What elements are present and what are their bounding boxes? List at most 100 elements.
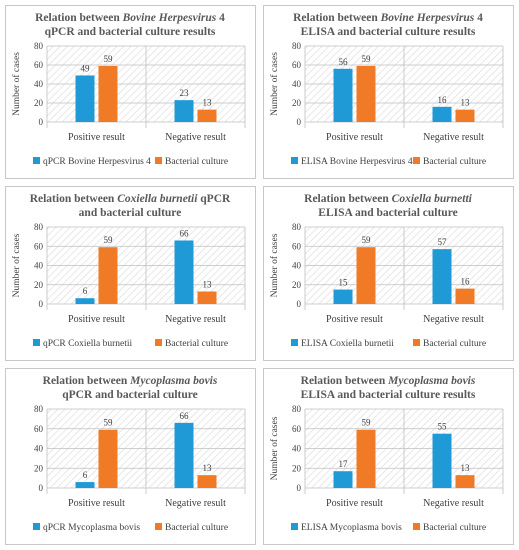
chart-title-line: Relation between Coxiella burnetii qPCR bbox=[30, 193, 231, 205]
x-category-label: Negative result bbox=[165, 498, 226, 509]
data-label: 16 bbox=[438, 95, 448, 105]
chart-panel-6: Relation between Mycoplasma bovis ELISA a… bbox=[263, 368, 514, 545]
bar-test bbox=[75, 482, 95, 488]
data-label: 59 bbox=[104, 54, 114, 64]
data-label: 13 bbox=[203, 463, 213, 473]
y-tick-label: 80 bbox=[292, 404, 302, 414]
bar-test bbox=[75, 298, 95, 304]
bar-test bbox=[432, 106, 452, 122]
bar-test bbox=[432, 433, 452, 488]
y-tick-label: 40 bbox=[292, 444, 302, 454]
bar-test bbox=[432, 249, 452, 304]
data-label: 17 bbox=[339, 459, 349, 469]
legend-entry: ELISA Bovine Herpesvirus 4 bbox=[301, 157, 413, 167]
legend-entry: Bacterial culture bbox=[423, 339, 486, 349]
legend-swatch bbox=[155, 157, 162, 164]
legend-swatch bbox=[33, 339, 40, 346]
data-label: 16 bbox=[461, 277, 471, 287]
chart-panel-5: Relation between Mycoplasma bovis qPCR an… bbox=[5, 368, 256, 545]
bar-culture bbox=[98, 247, 118, 304]
data-label: 59 bbox=[362, 54, 372, 64]
chart-title-line: ELISA and bacterial culture bbox=[318, 207, 457, 219]
data-label: 66 bbox=[180, 411, 190, 421]
y-tick-label: 20 bbox=[34, 98, 44, 108]
chart-title-line: qPCR and bacterial culture bbox=[62, 389, 198, 401]
data-label: 13 bbox=[461, 463, 471, 473]
y-tick-label: 20 bbox=[292, 98, 302, 108]
data-label: 6 bbox=[83, 286, 88, 296]
data-label: 56 bbox=[339, 57, 349, 67]
bar-culture bbox=[455, 475, 475, 488]
y-tick-label: 40 bbox=[34, 79, 44, 89]
data-label: 6 bbox=[83, 470, 88, 480]
bar-culture bbox=[356, 247, 376, 304]
legend-swatch bbox=[155, 339, 162, 346]
y-tick-label: 40 bbox=[292, 79, 302, 89]
y-tick-label: 0 bbox=[39, 483, 44, 493]
legend-swatch bbox=[33, 523, 40, 530]
bar-culture bbox=[98, 429, 118, 488]
legend-entry: qPCR Bovine Herpesvirus 4 bbox=[43, 157, 151, 167]
chart-title-line: Relation between Mycoplasma bovis bbox=[43, 375, 218, 387]
y-tick-label: 80 bbox=[34, 222, 44, 232]
data-label: 59 bbox=[362, 235, 372, 245]
x-category-label: Negative result bbox=[423, 132, 484, 143]
x-category-label: Positive result bbox=[326, 498, 383, 509]
y-tick-label: 20 bbox=[292, 463, 302, 473]
legend-entry: Bacterial culture bbox=[165, 157, 228, 167]
y-tick-label: 60 bbox=[34, 424, 44, 434]
y-tick-label: 60 bbox=[292, 241, 302, 251]
y-tick-label: 0 bbox=[39, 117, 44, 127]
y-tick-label: 20 bbox=[34, 280, 44, 290]
x-category-label: Positive result bbox=[68, 314, 125, 325]
legend-entry: qPCR Coxiella burnetii bbox=[43, 339, 133, 349]
legend-swatch bbox=[155, 523, 162, 530]
chart-panel-4: Relation between Coxiella burnetti ELISA … bbox=[263, 186, 514, 361]
bar-test bbox=[333, 471, 353, 488]
bar-culture bbox=[197, 109, 217, 122]
chart-title-line: Relation between Coxiella burnetti bbox=[304, 193, 473, 205]
chart-panel-3: Relation between Coxiella burnetii qPCR a… bbox=[5, 186, 256, 361]
y-tick-label: 80 bbox=[292, 222, 302, 232]
bar-culture bbox=[98, 65, 118, 122]
legend-swatch bbox=[413, 523, 420, 530]
y-tick-label: 40 bbox=[34, 444, 44, 454]
bar-test bbox=[174, 100, 194, 122]
data-label: 13 bbox=[203, 279, 213, 289]
chart-panel-1: Relation between Bovine Herpesvirus 4 qPC… bbox=[5, 5, 256, 179]
y-tick-label: 20 bbox=[292, 280, 302, 290]
data-label: 55 bbox=[438, 422, 448, 432]
data-label: 66 bbox=[180, 228, 190, 238]
legend-entry: Bacterial culture bbox=[423, 523, 486, 533]
bar-culture bbox=[455, 109, 475, 122]
data-label: 59 bbox=[104, 235, 114, 245]
data-label: 59 bbox=[362, 418, 372, 428]
bar-culture bbox=[197, 291, 217, 304]
chart-title-line: Relation between Bovine Herpesvirus 4 bbox=[35, 12, 225, 24]
y-tick-label: 0 bbox=[39, 299, 44, 309]
legend-entry: Bacterial culture bbox=[165, 339, 228, 349]
y-axis-label: Number of cases bbox=[11, 233, 22, 297]
data-label: 59 bbox=[104, 418, 114, 428]
legend-entry: ELISA Coxiella burnetii bbox=[301, 339, 394, 349]
y-tick-label: 0 bbox=[297, 117, 302, 127]
y-tick-label: 20 bbox=[34, 463, 44, 473]
x-category-label: Positive result bbox=[326, 314, 383, 325]
bar-culture bbox=[455, 288, 475, 304]
legend-entry: Bacterial culture bbox=[165, 523, 228, 533]
legend-swatch bbox=[413, 157, 420, 164]
chart-panel-2: Relation between Bovine Herpesvirus 4 ELI… bbox=[263, 5, 514, 179]
legend-entry: qPCR Mycoplasma bovis bbox=[43, 523, 140, 533]
y-tick-label: 60 bbox=[292, 424, 302, 434]
bar-culture bbox=[356, 65, 376, 122]
legend-swatch bbox=[291, 157, 298, 164]
legend-entry: Bacterial culture bbox=[423, 157, 486, 167]
y-tick-label: 80 bbox=[292, 41, 302, 51]
y-tick-label: 40 bbox=[34, 261, 44, 271]
y-tick-label: 60 bbox=[34, 60, 44, 70]
legend-entry: ELISA Mycoplasma bovis bbox=[301, 523, 402, 533]
x-category-label: Positive result bbox=[68, 132, 125, 143]
y-tick-label: 60 bbox=[292, 60, 302, 70]
bar-culture bbox=[356, 429, 376, 488]
